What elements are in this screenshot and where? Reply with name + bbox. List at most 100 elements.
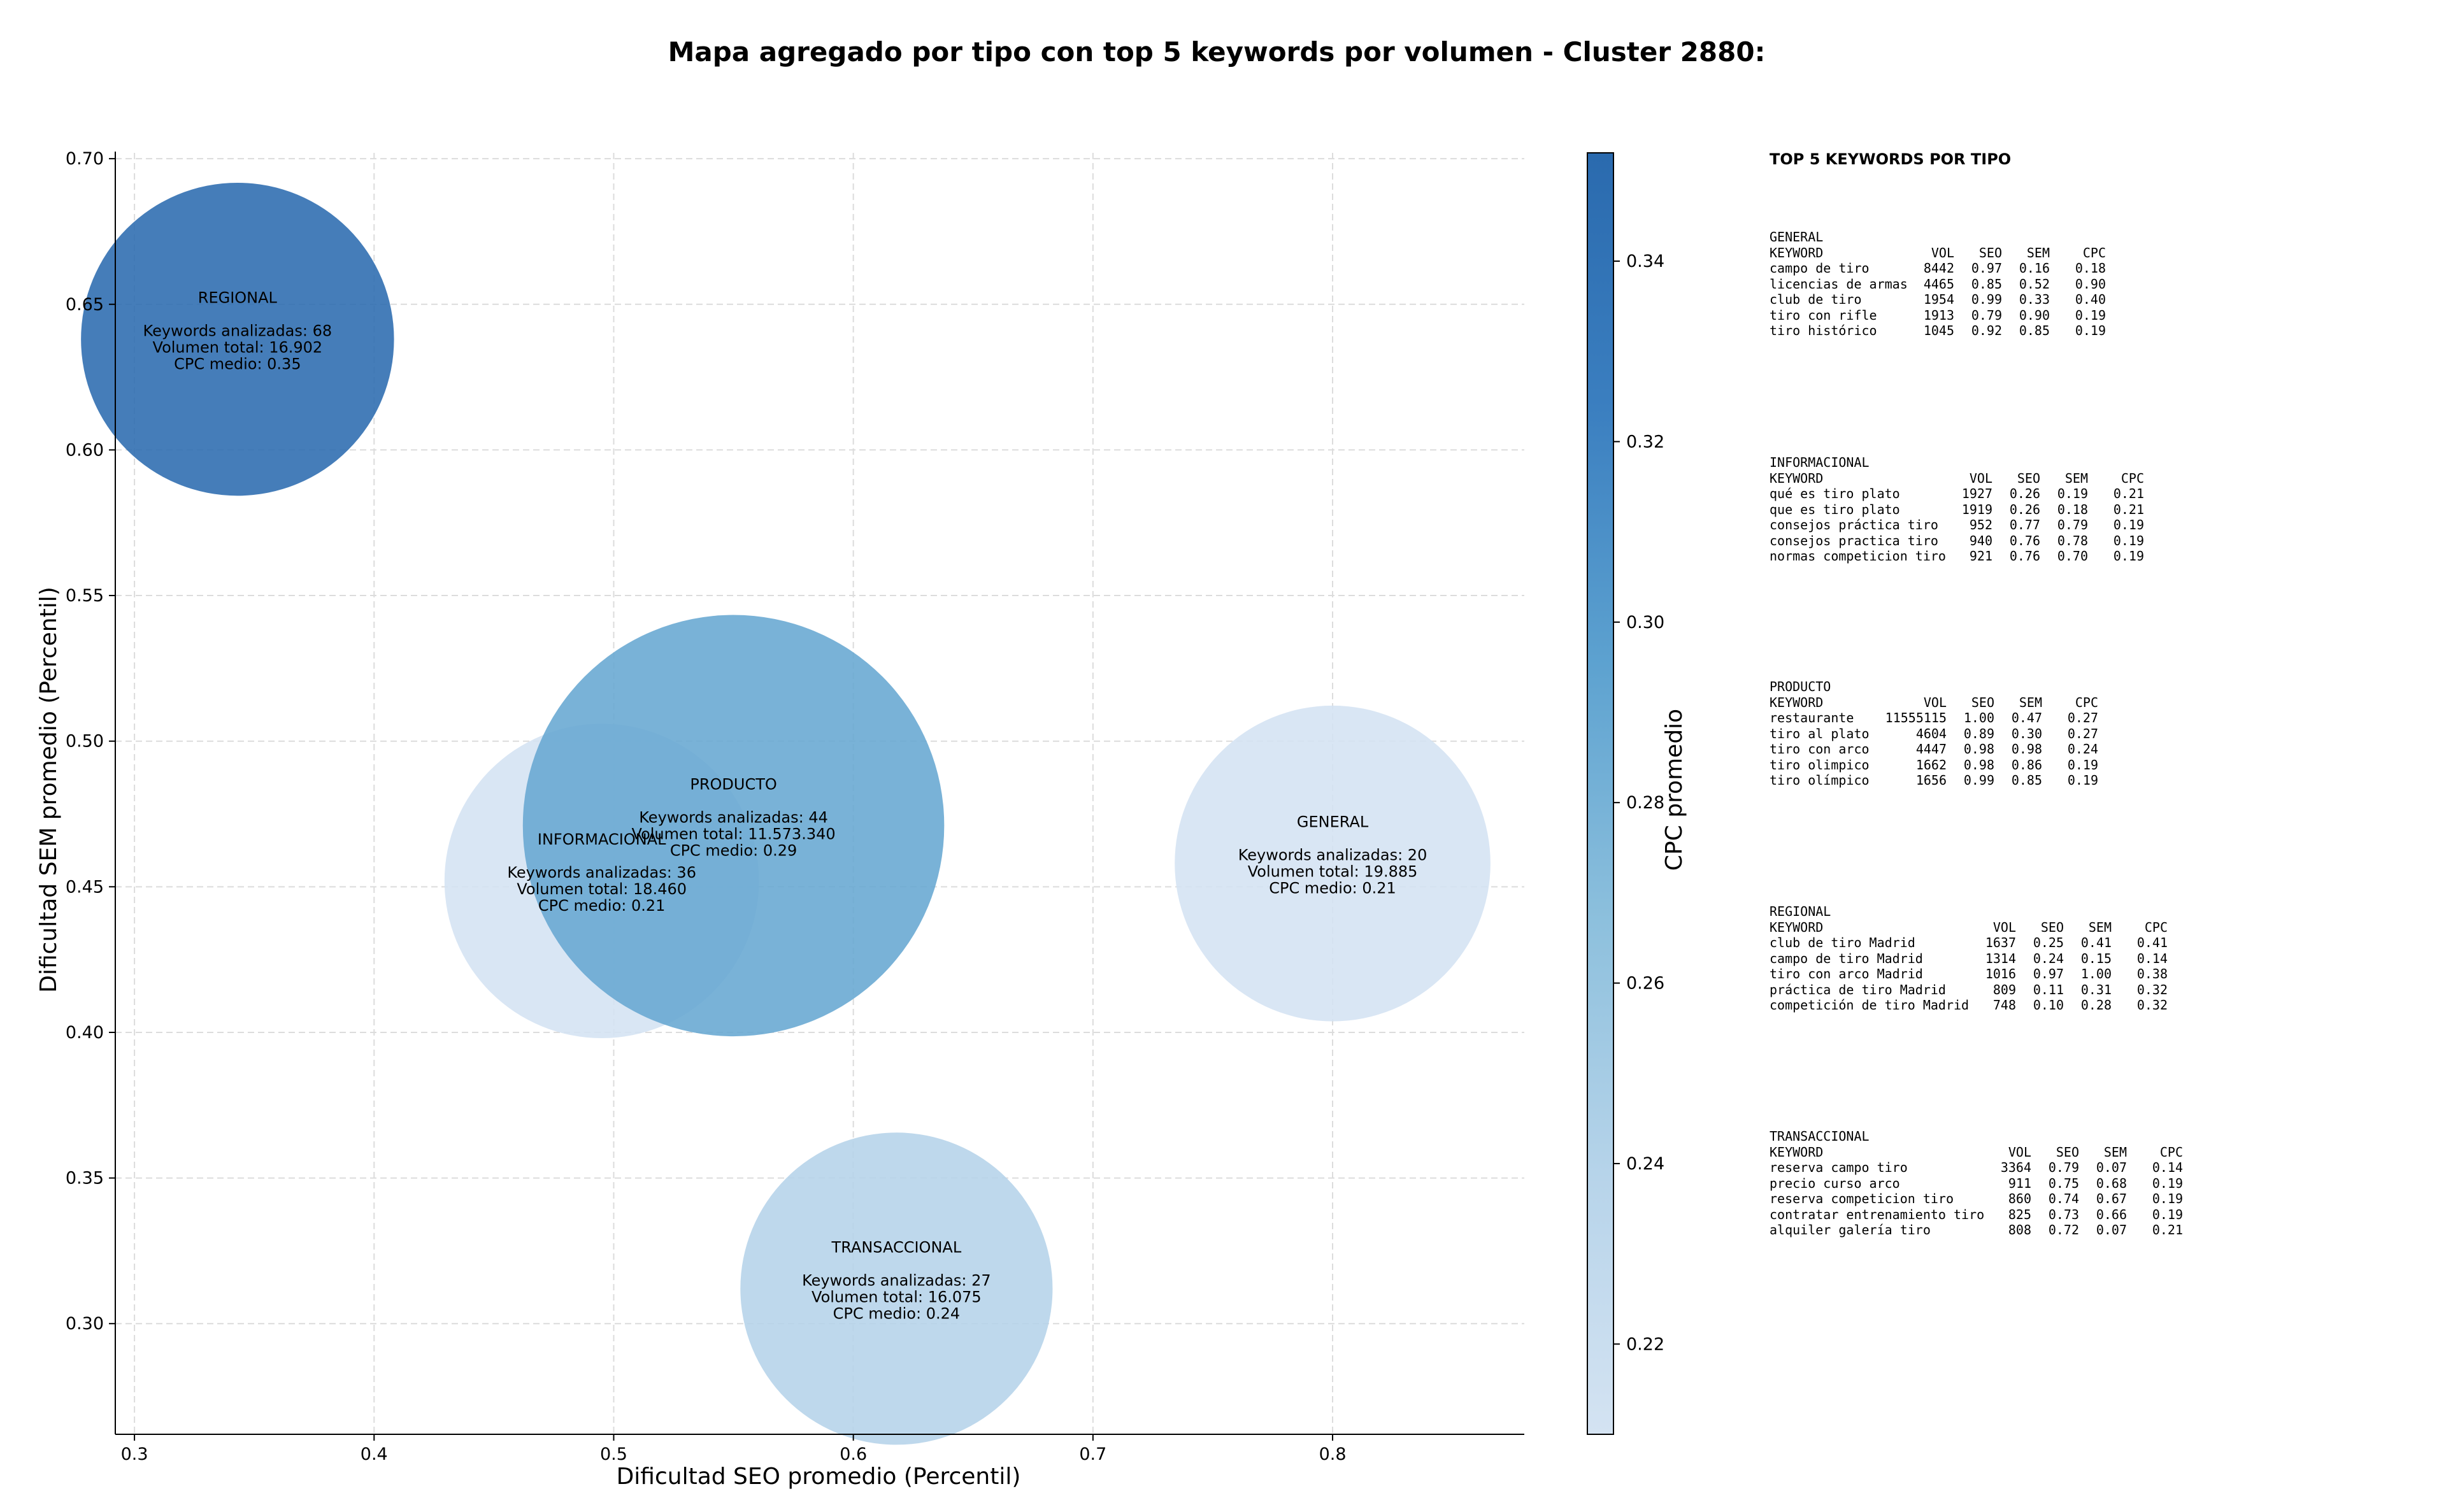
- keyword-row: tiro olimpico 1662 0.98 0.86 0.19: [1770, 757, 2098, 773]
- value-cell: 0.79: [2048, 1160, 2079, 1175]
- value-cell: 0.21: [2113, 486, 2144, 501]
- value-cell: 940: [1969, 532, 1992, 548]
- value-cell: 0.18: [2075, 260, 2106, 276]
- value-cell: 0.16: [2019, 260, 2050, 276]
- keyword-group-informacional: INFORMACIONAL KEYWORD VOL SEO SEM CPC qué es t…: [1770, 455, 2144, 564]
- value-cell: 0.19: [2075, 307, 2106, 323]
- value-cell: 0.40: [2075, 292, 2106, 307]
- y-tick-label: 0.40: [66, 1023, 104, 1043]
- keyword-cell: club de tiro Madrid: [1770, 935, 1915, 950]
- keyword-row: tiro con arco 4447 0.98 0.98 0.24: [1770, 741, 2098, 757]
- value-cell: 8442: [1923, 260, 1954, 276]
- keyword-row: precio curso arco 911 0.75 0.68 0.19: [1770, 1176, 2183, 1192]
- x-tick-label: 0.3: [121, 1444, 148, 1464]
- keyword-row: restaurante 11555115 1.00 0.47 0.27: [1770, 710, 2098, 726]
- value-cell: 0.98: [2011, 741, 2042, 757]
- value-cell: 0.19: [2152, 1191, 2183, 1206]
- group-header-row: KEYWORD VOL SEO SEM CPC: [1770, 920, 2168, 936]
- column-header: SEM: [2019, 694, 2042, 710]
- keyword-row: competición de tiro Madrid 748 0.10 0.28 0.3…: [1770, 997, 2168, 1013]
- value-cell: 0.98: [1963, 741, 1994, 757]
- keyword-cell: práctica de tiro Madrid: [1770, 981, 1946, 997]
- value-cell: 0.14: [2136, 950, 2168, 966]
- keyword-cell: campo de tiro: [1770, 260, 1870, 276]
- value-cell: 0.98: [1963, 757, 1994, 773]
- keyword-row: que es tiro plato 1919 0.26 0.18 0.21: [1770, 502, 2144, 518]
- value-cell: 0.79: [2057, 517, 2088, 532]
- colorbar: 0.22 0.24 0.26 0.28 0.30 0.32 0.34: [1587, 152, 1664, 1435]
- value-cell: 0.76: [2009, 548, 2040, 564]
- group-header-row: KEYWORD VOL SEO SEM CPC: [1770, 471, 2144, 487]
- value-cell: 4447: [1915, 741, 1947, 757]
- y-tick-label: 0.45: [66, 877, 104, 897]
- value-cell: 0.97: [1971, 260, 2002, 276]
- value-cell: 0.32: [2136, 981, 2168, 997]
- column-header: KEYWORD: [1770, 1144, 1824, 1160]
- colorbar-tick-label: 0.24: [1626, 1154, 1664, 1174]
- column-header: KEYWORD: [1770, 694, 1824, 710]
- column-header: CPC: [2144, 919, 2168, 935]
- value-cell: 0.90: [2075, 276, 2106, 292]
- bubble-label: CPC medio: 0.21: [538, 897, 666, 915]
- bubble-circle: [81, 182, 394, 496]
- bubble-label: Volumen total: 16.075: [812, 1288, 982, 1306]
- bubble-label: GENERAL: [1297, 813, 1369, 831]
- value-cell: 0.73: [2048, 1206, 2079, 1222]
- bubble-circle: [1175, 705, 1491, 1022]
- value-cell: 808: [2008, 1222, 2031, 1237]
- value-cell: 0.97: [2033, 966, 2064, 981]
- value-cell: 1927: [1961, 486, 1992, 501]
- value-cell: 0.99: [1963, 773, 1994, 788]
- value-cell: 0.78: [2057, 532, 2088, 548]
- column-header: SEO: [1978, 245, 2002, 260]
- group-header-row: KEYWORD VOL SEO SEM CPC: [1770, 245, 2106, 261]
- column-header: SEM: [2026, 245, 2050, 260]
- bubble-circle: [522, 615, 945, 1037]
- bubble-circle: [740, 1132, 1053, 1445]
- x-axis-label: Dificultad SEO promedio (Percentil): [617, 1464, 1021, 1490]
- x-tick-label: 0.4: [361, 1444, 388, 1464]
- bubble-label: Keywords analizadas: 27: [802, 1271, 991, 1289]
- colorbar-tick-label: 0.32: [1626, 432, 1664, 452]
- keyword-row: tiro con arco Madrid 1016 0.97 1.00 0.38: [1770, 966, 2168, 982]
- value-cell: 0.07: [2096, 1160, 2127, 1175]
- value-cell: 1637: [1985, 935, 2016, 950]
- value-cell: 3364: [2000, 1160, 2031, 1175]
- value-cell: 1919: [1961, 501, 1992, 517]
- value-cell: 1954: [1923, 292, 1954, 307]
- value-cell: 0.85: [2011, 773, 2042, 788]
- value-cell: 1656: [1915, 773, 1947, 788]
- bubble-general: [1175, 705, 1491, 1022]
- value-cell: 0.19: [2152, 1175, 2183, 1191]
- value-cell: 0.24: [2033, 950, 2064, 966]
- y-tick-label: 0.70: [66, 149, 104, 169]
- bubble-label: Keywords analizadas: 20: [1238, 846, 1427, 864]
- x-ticks: 0.3 0.4 0.5 0.6 0.7 0.8: [121, 1434, 1347, 1464]
- keyword-cell: precio curso arco: [1770, 1175, 1900, 1191]
- keyword-row: tiro al plato 4604 0.89 0.30 0.27: [1770, 726, 2098, 742]
- group-title: INFORMACIONAL: [1770, 455, 1870, 470]
- value-cell: 0.89: [1963, 725, 1994, 741]
- y-tick-label: 0.30: [66, 1314, 104, 1334]
- value-cell: 0.26: [2009, 501, 2040, 517]
- value-cell: 0.28: [2080, 997, 2112, 1013]
- value-cell: 0.31: [2080, 981, 2112, 997]
- value-cell: 4465: [1923, 276, 1954, 292]
- y-tick-label: 0.65: [66, 295, 104, 315]
- keyword-group-general: GENERAL KEYWORD VOL SEO SEM CPC campo de tiro 8…: [1770, 229, 2106, 339]
- keyword-cell: reserva competicion tiro: [1770, 1191, 1954, 1206]
- keyword-row: normas competicion tiro 921 0.76 0.70 0.19: [1770, 548, 2144, 564]
- value-cell: 0.75: [2048, 1175, 2079, 1191]
- value-cell: 0.38: [2136, 966, 2168, 981]
- y-ticks: 0.30 0.35 0.40 0.45 0.50 0.55 0.60 0.65 0.70: [66, 149, 115, 1334]
- bubble-label: CPC medio: 0.21: [1269, 880, 1396, 897]
- keyword-cell: qué es tiro plato: [1770, 486, 1900, 501]
- value-cell: 0.07: [2096, 1222, 2127, 1237]
- y-tick-label: 0.50: [66, 732, 104, 752]
- value-cell: 0.33: [2019, 292, 2050, 307]
- panel-title: TOP 5 KEYWORDS POR TIPO: [1770, 150, 2012, 168]
- x-tick-label: 0.7: [1079, 1444, 1106, 1464]
- column-header: KEYWORD: [1770, 470, 1824, 486]
